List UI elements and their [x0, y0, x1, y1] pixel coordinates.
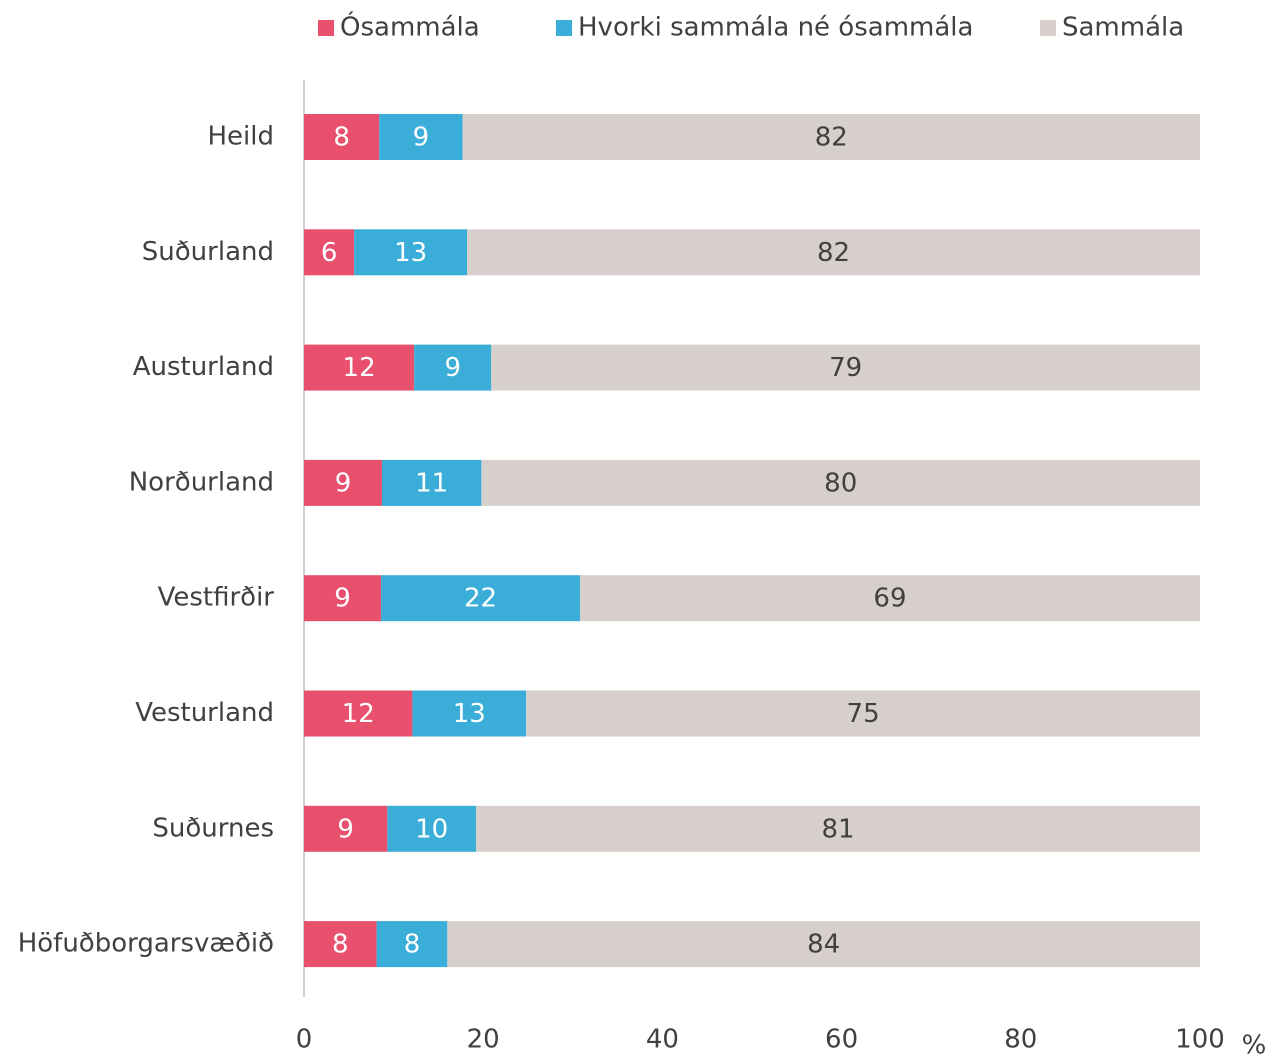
- data-label: 84: [807, 930, 840, 960]
- bar-segment: [412, 690, 527, 737]
- legend-label: Hvorki sammála né ósammála: [578, 13, 973, 43]
- bar-segment: [462, 114, 1200, 160]
- bar-segment: [304, 690, 413, 737]
- y-tick-label: Suðurland: [142, 237, 274, 267]
- data-label: 9: [337, 814, 354, 844]
- data-label: 6: [321, 238, 338, 268]
- bar-segment: [304, 229, 355, 276]
- bar-segment: [381, 459, 482, 506]
- bar-segment: [381, 575, 580, 622]
- legend-swatch: [1040, 20, 1056, 36]
- bar-segment: [304, 459, 382, 506]
- x-tick-label: 80: [1004, 1025, 1037, 1055]
- bar-segment: [414, 344, 492, 391]
- legend-swatch: [318, 20, 334, 36]
- y-tick-label: Vesturland: [135, 698, 274, 728]
- x-tick-label: 0: [296, 1025, 313, 1055]
- y-tick-label: Vestfirðir: [158, 583, 275, 613]
- x-tick-label: 20: [467, 1025, 500, 1055]
- data-label: 9: [335, 468, 352, 498]
- bar-segment: [304, 114, 380, 160]
- bar-segment: [467, 229, 1200, 276]
- data-label: 12: [342, 699, 375, 729]
- bar-segment: [379, 114, 463, 160]
- data-label: 9: [413, 123, 430, 153]
- bar-segment: [304, 575, 382, 622]
- bar-segment: [476, 805, 1201, 852]
- data-label: 9: [334, 584, 351, 614]
- y-tick-label: Norðurland: [129, 467, 274, 497]
- data-label: 69: [873, 584, 906, 614]
- data-label: 13: [453, 699, 486, 729]
- data-label: 10: [415, 814, 448, 844]
- bar-segment: [579, 575, 1200, 622]
- data-label: 75: [847, 699, 880, 729]
- data-label: 82: [815, 123, 848, 153]
- legend-swatch: [556, 20, 572, 36]
- bar-segment: [481, 459, 1201, 506]
- data-label: 8: [404, 930, 421, 960]
- legend-label: Sammála: [1062, 13, 1184, 43]
- data-label: 13: [394, 238, 427, 268]
- data-label: 82: [817, 238, 850, 268]
- legend-label: Ósammála: [340, 11, 480, 43]
- bar-segment: [304, 805, 388, 852]
- y-tick-label: Austurland: [133, 352, 274, 382]
- data-label: 8: [333, 123, 350, 153]
- y-tick-label: Suðurnes: [152, 813, 274, 843]
- x-tick-label: 100: [1175, 1025, 1225, 1055]
- x-tick-label: 40: [646, 1025, 679, 1055]
- y-tick-label: Heild: [208, 122, 275, 152]
- bar-segment: [304, 344, 415, 391]
- data-label: 12: [343, 353, 376, 383]
- data-label: 9: [444, 353, 461, 383]
- data-label: 80: [824, 468, 857, 498]
- bar-segment: [447, 921, 1200, 968]
- data-label: 81: [821, 814, 854, 844]
- y-tick-label: Höfuðborgarsvæðið: [18, 929, 274, 959]
- data-label: 79: [829, 353, 862, 383]
- data-label: 11: [415, 468, 448, 498]
- x-tick-label: 60: [825, 1025, 858, 1055]
- bar-segment: [376, 921, 448, 968]
- bar-segment: [526, 690, 1200, 737]
- x-unit: %: [1242, 1031, 1267, 1056]
- data-label: 22: [464, 584, 497, 614]
- bar-segment: [354, 229, 468, 276]
- bar-segment: [491, 344, 1200, 391]
- bar-segment: [304, 921, 377, 968]
- data-label: 8: [332, 930, 349, 960]
- bar-segment: [387, 805, 477, 852]
